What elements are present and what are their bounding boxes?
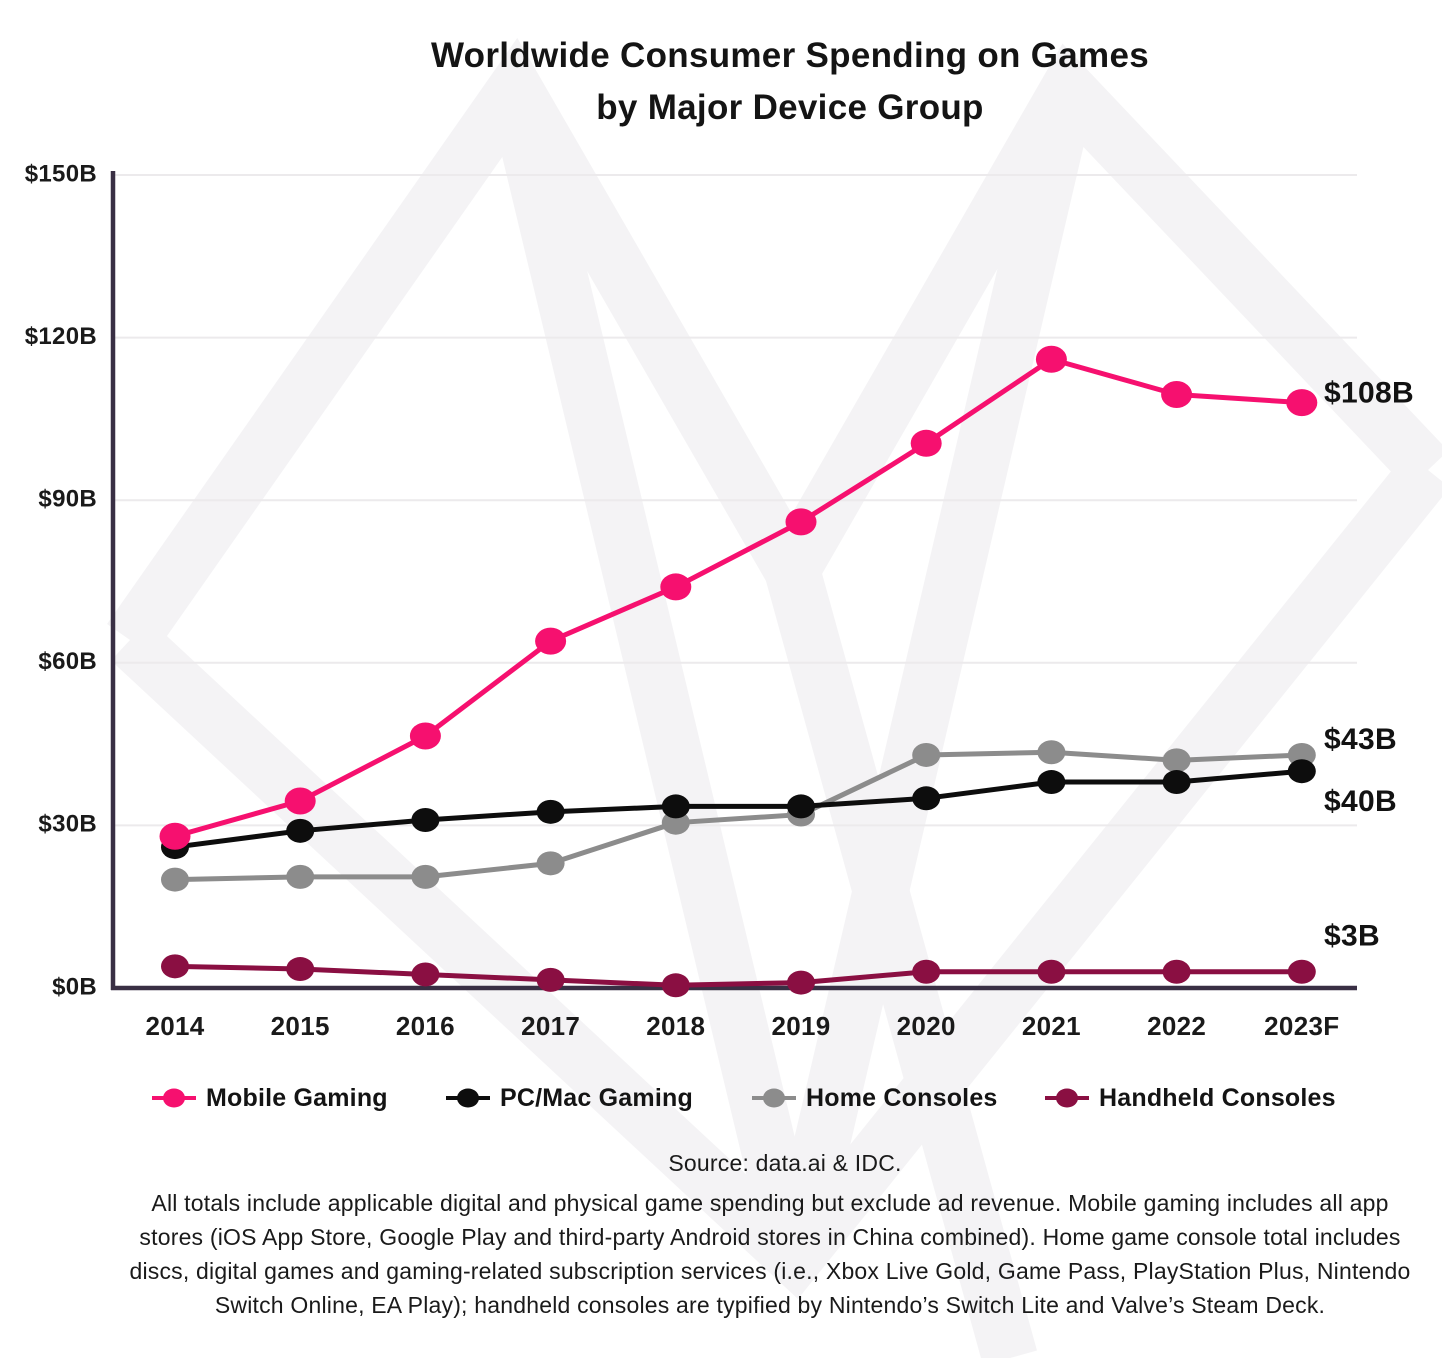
data-ai-gem-watermark-icon: [107, 37, 1442, 1358]
y-tick-label: $0B: [52, 973, 97, 1000]
x-tick-label: 2016: [396, 1011, 455, 1041]
data-point-mobile-gaming-2015: [284, 787, 316, 815]
legend-label: Home Consoles: [806, 1083, 998, 1112]
legend-label: Mobile Gaming: [206, 1083, 388, 1112]
legend-marker-dot: [457, 1088, 479, 1108]
y-tick-label: $150B: [25, 160, 97, 187]
series-line-mobile-gaming: [174, 356, 1302, 839]
data-point-handheld-consoles-2017: [536, 967, 565, 992]
data-point-handheld-consoles-2022: [1162, 959, 1191, 984]
series-end-labels: $108B $40B $43B $3B: [1324, 377, 1414, 953]
data-point-home-consoles-2014: [161, 867, 189, 892]
legend-marker-icon: [446, 1088, 490, 1108]
x-tick-label: 2014: [145, 1011, 204, 1041]
x-tick-label: 2017: [521, 1011, 580, 1041]
x-tick-label: 2023F: [1264, 1011, 1339, 1041]
y-tick-label: $120B: [25, 323, 97, 350]
series-handheld-consoles: [161, 954, 1316, 998]
data-point-handheld-consoles-2014: [161, 954, 189, 979]
data-point-home-consoles-2017: [536, 851, 565, 876]
data-point-mobile-gaming-2021: [1035, 345, 1067, 373]
data-point-pc-mac-gaming-2021: [1037, 770, 1066, 795]
series-lines: [159, 345, 1318, 998]
series-line-pc-mac-gaming: [174, 768, 1303, 850]
data-point-home-consoles-2016: [411, 864, 440, 889]
y-tick-label: $60B: [38, 648, 97, 675]
data-point-home-consoles-2022: [1162, 748, 1191, 773]
chart-title-line1: Worldwide Consumer Spending on Games: [430, 36, 1149, 75]
legend-marker-dot: [1056, 1088, 1078, 1108]
legend-marker-icon: [752, 1088, 796, 1108]
data-point-pc-mac-gaming-2019: [787, 794, 815, 819]
legend-label: Handheld Consoles: [1099, 1083, 1336, 1112]
data-point-pc-mac-gaming-2018: [661, 794, 690, 819]
legend-marker-icon: [1045, 1088, 1089, 1108]
legend-marker-dot: [163, 1088, 185, 1108]
chart-title: Worldwide Consumer Spending on Games by …: [140, 30, 1440, 134]
legend-item-pc-mac-gaming: PC/Mac Gaming: [446, 1078, 693, 1118]
data-point-mobile-gaming-2023F: [1286, 389, 1318, 417]
gridlines: [111, 174, 1357, 827]
data-point-pc-mac-gaming-2023F: [1287, 759, 1316, 784]
series-line-handheld-consoles: [174, 963, 1302, 988]
legend-item-mobile-gaming: Mobile Gaming: [152, 1078, 388, 1118]
x-tick-label: 2018: [646, 1011, 705, 1041]
data-point-home-consoles-2020: [912, 742, 941, 767]
end-label-3: $3B: [1324, 920, 1380, 953]
legend-item-home-consoles: Home Consoles: [752, 1078, 998, 1118]
end-label-1: $40B: [1324, 785, 1397, 818]
data-point-handheld-consoles-2018: [661, 973, 690, 998]
data-point-handheld-consoles-2023F: [1287, 959, 1316, 984]
x-tick-label: 2022: [1147, 1011, 1206, 1041]
x-axis-tick-labels: 2014 2015 2016 2017 2018 2019 2020 2021 2022 2023…: [145, 1011, 1339, 1041]
data-point-mobile-gaming-2022: [1161, 381, 1193, 409]
data-point-handheld-consoles-2015: [286, 957, 315, 982]
x-tick-label: 2021: [1022, 1011, 1081, 1041]
legend-label: PC/Mac Gaming: [500, 1083, 693, 1112]
legend: Mobile Gaming PC/Mac Gaming Home Consoles H…: [0, 1078, 1442, 1122]
data-point-handheld-consoles-2021: [1037, 959, 1066, 984]
data-point-mobile-gaming-2016: [409, 722, 441, 750]
legend-item-handheld-consoles: Handheld Consoles: [1045, 1078, 1336, 1118]
end-label-0: $108B: [1324, 377, 1414, 410]
series-pc-mac-gaming: [161, 759, 1316, 860]
y-tick-label: $30B: [38, 811, 97, 838]
data-point-handheld-consoles-2019: [787, 970, 815, 995]
x-tick-label: 2019: [771, 1011, 830, 1041]
legend-marker-icon: [152, 1088, 196, 1108]
data-point-pc-mac-gaming-2020: [912, 786, 941, 811]
data-point-mobile-gaming-2017: [535, 627, 567, 655]
data-point-pc-mac-gaming-2016: [411, 807, 440, 832]
data-point-home-consoles-2015: [286, 864, 315, 889]
series-mobile-gaming: [159, 345, 1318, 850]
x-tick-label: 2015: [271, 1011, 330, 1041]
data-point-pc-mac-gaming-2022: [1162, 770, 1191, 795]
legend-marker-dot: [763, 1088, 785, 1108]
data-point-pc-mac-gaming-2015: [286, 818, 315, 843]
source-line: Source: data.ai & IDC.: [668, 1150, 902, 1176]
series-line-home-consoles: [174, 749, 1302, 883]
x-tick-label: 2020: [897, 1011, 956, 1041]
data-point-home-consoles-2021: [1037, 740, 1066, 765]
y-axis-tick-labels: $0B $30B $60B $90B $120B $150B: [25, 160, 97, 1000]
chart-title-line2: by Major Device Group: [596, 88, 984, 127]
data-point-handheld-consoles-2020: [912, 959, 941, 984]
data-point-mobile-gaming-2014: [159, 822, 191, 850]
data-point-mobile-gaming-2019: [785, 508, 817, 536]
data-point-mobile-gaming-2020: [910, 429, 942, 457]
data-point-handheld-consoles-2016: [411, 962, 440, 987]
footnote: All totals include applicable digital an…: [129, 1190, 1411, 1318]
end-label-2: $43B: [1324, 723, 1397, 756]
data-point-pc-mac-gaming-2017: [536, 799, 565, 824]
y-tick-label: $90B: [38, 486, 97, 513]
data-point-mobile-gaming-2018: [660, 573, 692, 601]
